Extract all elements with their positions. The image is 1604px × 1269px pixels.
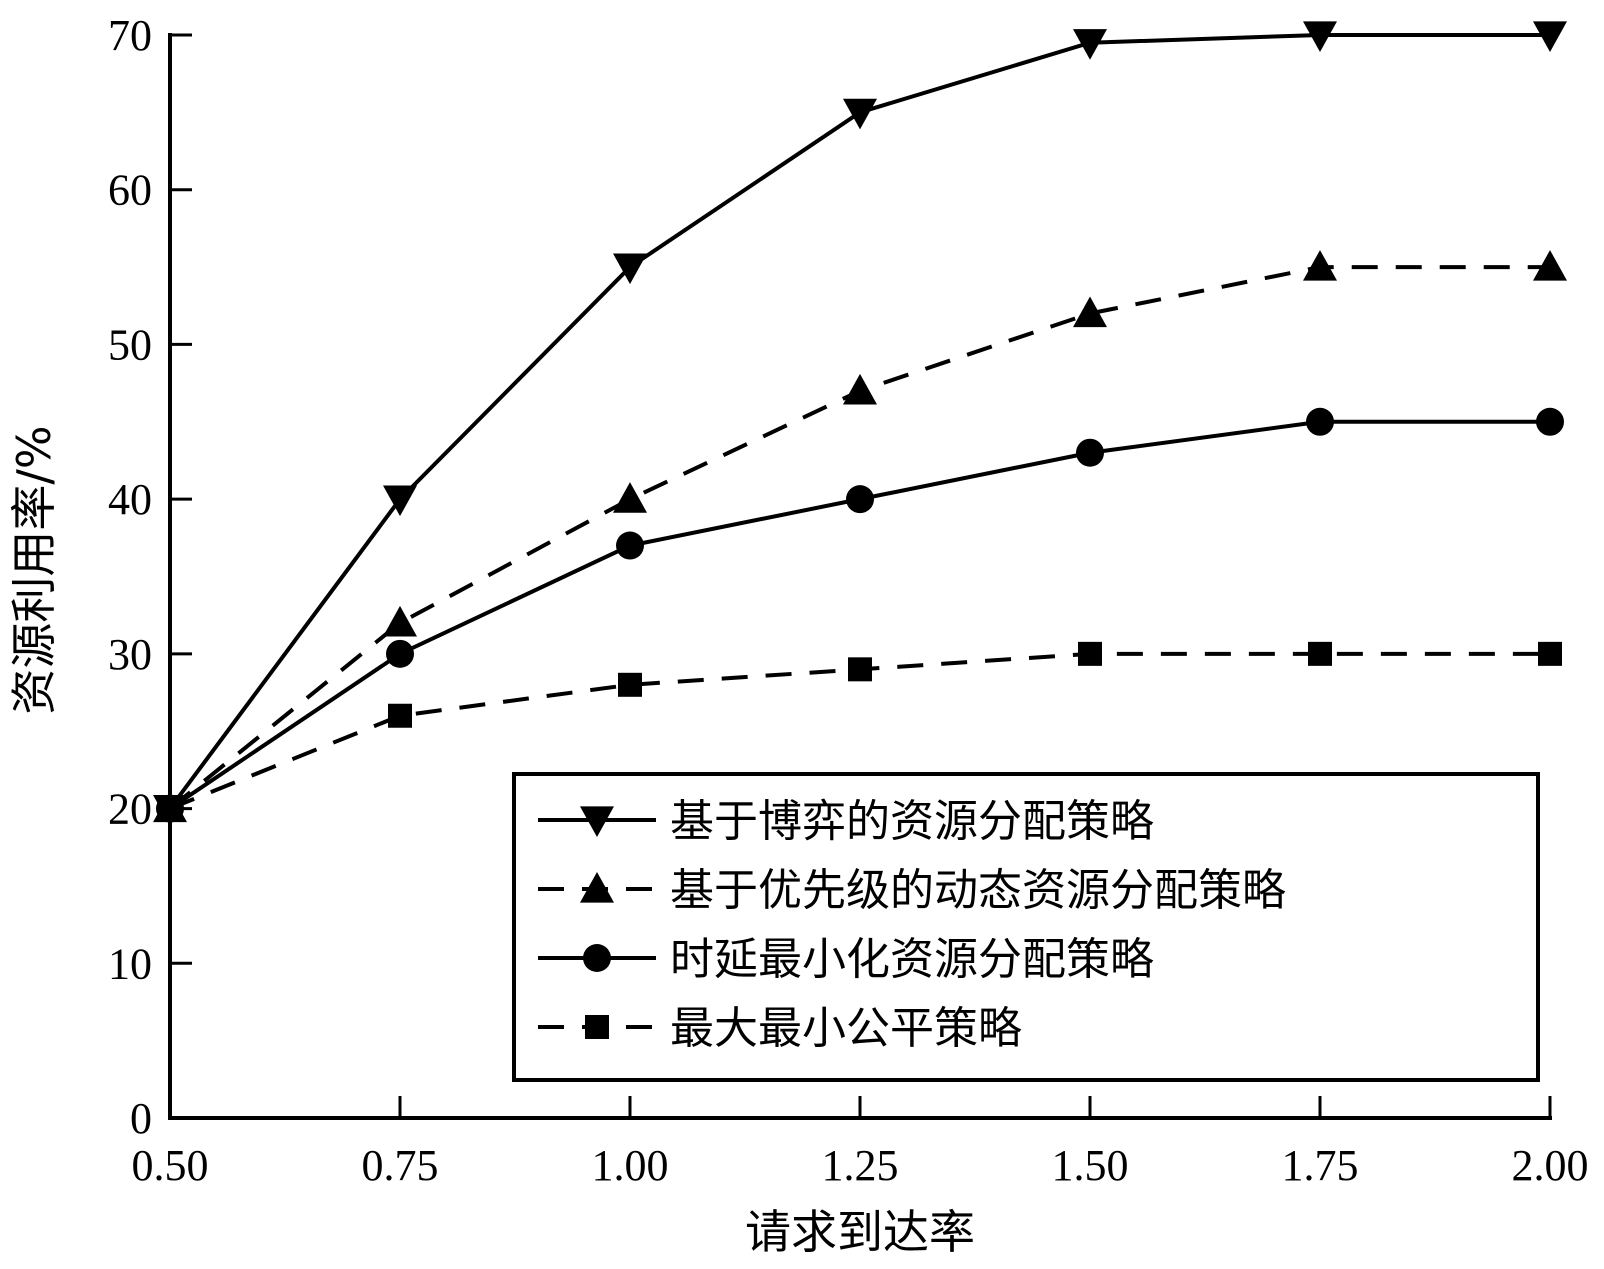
series-4-point <box>158 796 182 821</box>
series-1-point <box>613 253 647 285</box>
legend: 基于博弈的资源分配策略基于优先级的动态资源分配策略时延最小化资源分配策略最大最小… <box>512 772 1540 1082</box>
series-2-point <box>1303 250 1337 281</box>
series-1-point <box>383 485 417 517</box>
legend-label-2: 基于优先级的动态资源分配策略 <box>670 865 1286 916</box>
y-tick-label: 60 <box>108 166 152 215</box>
x-axis-ticks: 0.50 0.75 1.00 1.25 1.50 1.75 2.00 <box>132 1096 1589 1190</box>
series-2-point <box>843 373 877 405</box>
x-tick-label: 0.50 <box>132 1141 209 1190</box>
y-axis-ticks: 0 10 20 30 40 50 60 70 <box>108 11 192 1143</box>
series-1-point <box>843 98 877 130</box>
series-3-point <box>386 639 414 668</box>
series-2-point <box>613 482 647 513</box>
series-3-point <box>616 531 644 560</box>
series-3-point <box>846 485 874 514</box>
y-tick-label: 40 <box>108 475 152 524</box>
x-tick-label: 1.25 <box>822 1141 899 1190</box>
series-4 <box>158 641 1562 821</box>
series-1-point <box>1533 21 1567 52</box>
series-2-line <box>168 265 1550 811</box>
y-tick-label: 50 <box>108 320 152 369</box>
y-tick-label: 20 <box>108 785 152 834</box>
series-4-point <box>1078 641 1102 666</box>
series-4-point <box>1538 641 1562 666</box>
legend-label-1: 基于博弈的资源分配策略 <box>670 796 1154 847</box>
x-tick-label: 1.00 <box>592 1141 669 1190</box>
series-3-line <box>168 419 1550 811</box>
legend-label-3: 时延最小化资源分配策略 <box>670 934 1154 985</box>
y-tick-label: 0 <box>130 1094 152 1143</box>
x-tick-label: 2.00 <box>1512 1141 1589 1190</box>
series-layer <box>153 21 1567 826</box>
series-3-point <box>1306 407 1334 436</box>
y-tick-label: 10 <box>108 939 152 988</box>
legend-box <box>512 772 1540 1082</box>
series-2 <box>153 250 1567 823</box>
series-4-point <box>388 703 412 728</box>
legend-label-4: 最大最小公平策略 <box>670 1003 1022 1054</box>
legend-marker-2 <box>580 872 614 903</box>
y-axis-title: 资源利用率/% <box>7 425 61 714</box>
series-3-point <box>1536 407 1564 436</box>
series-2-point <box>383 605 417 637</box>
legend-marker-4 <box>585 1015 609 1039</box>
series-2-point <box>1533 250 1567 281</box>
series-3 <box>156 407 1564 823</box>
series-4-point <box>618 672 642 697</box>
x-tick-label: 1.75 <box>1282 1141 1359 1190</box>
series-1-point <box>1303 21 1337 52</box>
legend-marker-1 <box>580 806 614 837</box>
series-4-point <box>848 657 872 682</box>
series-3-point <box>1076 438 1104 467</box>
y-tick-label: 70 <box>108 11 152 60</box>
x-tick-label: 1.50 <box>1052 1141 1129 1190</box>
x-axis-title: 请求到达率 <box>745 1205 975 1259</box>
series-1-point <box>1073 29 1107 60</box>
x-tick-label: 0.75 <box>362 1141 439 1190</box>
series-2-point <box>1073 296 1107 328</box>
y-tick-label: 30 <box>108 630 152 679</box>
legend-marker-3 <box>583 944 611 972</box>
series-4-point <box>1308 641 1332 666</box>
